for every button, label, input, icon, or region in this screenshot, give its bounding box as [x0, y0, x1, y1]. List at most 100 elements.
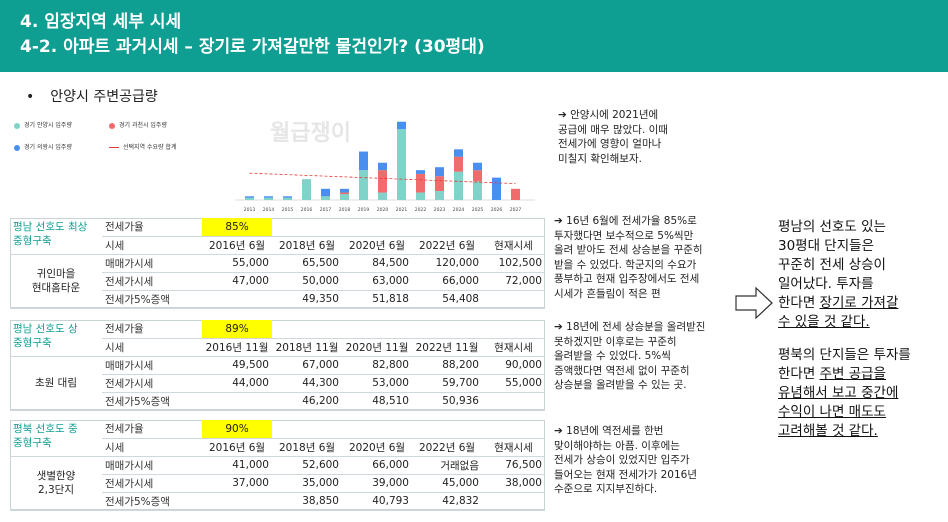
increase-value: 48,510 — [342, 392, 412, 411]
jeonse-price: 45,000 — [412, 474, 482, 493]
x-tick-label: 2015 — [282, 207, 294, 213]
x-tick-label: 2021 — [396, 207, 408, 213]
increase-value: 51,818 — [342, 290, 412, 309]
jeonse-price: 53,000 — [342, 374, 412, 393]
period-row: 시세 2016년 6월 2018년 6월 2020년 6월 2022년 6월 현재시세 — [10, 438, 545, 457]
chart-bar — [416, 173, 425, 193]
chart-bar — [511, 188, 520, 200]
increase-value — [202, 290, 272, 309]
jeonse-price: 47,000 — [202, 272, 272, 291]
note-4: ➔ 18년에 역전세를 한번 맞이해야하는 아픔. 이후에는 전세가 상승이 있었지… — [554, 425, 697, 495]
section-title: 4. 임장지역 세부 시세 — [20, 12, 182, 32]
increase-value: 38,850 — [272, 492, 342, 511]
chart-bar — [264, 197, 273, 200]
increase-row: 전세가5%증액 38,850 40,793 42,832 — [10, 492, 545, 511]
legend-gwacheon: 경기 과천시 입주량 — [109, 120, 167, 129]
chart-bar — [283, 196, 292, 198]
period-label: 시세 — [102, 438, 202, 457]
sale-price: 55,000 — [202, 254, 272, 273]
increase-value: 54,408 — [412, 290, 482, 309]
chart-bar — [359, 170, 368, 200]
jeonse-price: 63,000 — [342, 272, 412, 291]
apartment-name: 샛별한양 2,3단지 — [10, 456, 102, 511]
header-bar: 4. 임장지역 세부 시세 4-2. 아파트 과거시세 – 장기로 가져갈만한 … — [0, 0, 948, 72]
jeonse-price: 59,700 — [412, 374, 482, 393]
chart-bar — [340, 194, 349, 200]
sale-row: 초원 대림 매매가시세 49,500 67,000 82,800 88,200 90,000 — [10, 356, 545, 411]
increase-value: 50,936 — [412, 392, 482, 411]
increase-value — [202, 392, 272, 411]
jeonse-price: 50,000 — [272, 272, 342, 291]
jeonse-price: 66,000 — [412, 272, 482, 291]
x-tick-label: 2027 — [510, 207, 522, 213]
period-header: 2022년 11월 — [412, 338, 482, 357]
ratio-value: 90% — [202, 420, 272, 439]
note-2: ➔ 16년 6월에 전세가율 85%로 투자했다면 보수적으로 5%씩만 올려 받아… — [554, 215, 703, 300]
x-tick-label: 2013 — [244, 207, 256, 213]
period-header: 2016년 6월 — [202, 438, 272, 457]
legend-demand: 선택지역 수요량 합계 — [109, 142, 177, 151]
jeonse-row: 전세가시세 47,000 50,000 63,000 66,000 72,000 — [10, 272, 545, 291]
jeonse-row: 전세가시세 37,000 35,000 39,000 45,000 38,000 — [10, 474, 545, 493]
chart-bar — [416, 170, 425, 174]
category-label: 평북 선호도 중 중형구축 — [10, 420, 102, 457]
x-tick-label: 2026 — [491, 207, 503, 213]
chart-bar — [321, 188, 330, 197]
x-tick-label: 2019 — [358, 207, 370, 213]
sale-price: 102,500 — [482, 254, 545, 273]
chart-bar — [245, 196, 254, 198]
ratio-value: 85% — [202, 218, 272, 237]
chart-bar — [473, 181, 482, 200]
apartment-name: 귀인마을 현대홈타운 — [10, 254, 102, 309]
price-table-3: 평북 선호도 중 중형구축 전세가율 90% 시세 2016년 6월 2018년 6월 202… — [10, 420, 545, 511]
chart-bar — [492, 177, 501, 200]
increase-row: 전세가5%증액 49,350 51,818 54,408 — [10, 290, 545, 309]
x-tick-label: 2018 — [339, 207, 351, 213]
bullet-heading: • 안양시 주변공급량 — [26, 89, 158, 105]
chart-bar — [473, 170, 482, 182]
demand-line — [249, 172, 516, 184]
sale-price: 65,500 — [272, 254, 342, 273]
sale-price: 66,000 — [342, 456, 412, 475]
x-tick-label: 2023 — [434, 207, 446, 213]
bullet-text: 안양시 주변공급량 — [50, 89, 158, 105]
jeonse-price: 38,000 — [482, 474, 545, 493]
sale-price: 90,000 — [482, 356, 545, 375]
ratio-row: 평남 선호도 최상 중형구축 전세가율 85% — [10, 218, 545, 255]
increase-value: 42,832 — [412, 492, 482, 511]
jeonse-row: 전세가시세 44,000 44,300 53,000 59,700 55,000 — [10, 374, 545, 393]
jeonse-price: 35,000 — [272, 474, 342, 493]
price-table-1: 평남 선호도 최상 중형구축 전세가율 85% 시세 2016년 6월 2018년 6월 20… — [10, 218, 545, 309]
sale-price: 52,600 — [272, 456, 342, 475]
chart-bar — [435, 176, 444, 192]
period-header: 현재시세 — [482, 438, 545, 457]
increase-value: 49,350 — [272, 290, 342, 309]
period-header: 2016년 11월 — [202, 338, 272, 357]
chart-bar — [302, 179, 311, 200]
summary-text: 평남의 선호도 있는 30평대 단지들은 꾸준히 전세 상승이 일어났다. 투자… — [778, 218, 938, 455]
increase-row: 전세가5%증액 46,200 48,510 50,936 — [10, 392, 545, 411]
chart-bar — [397, 121, 406, 130]
sale-label: 매매가시세 — [102, 456, 202, 475]
increase-value: 40,793 — [342, 492, 412, 511]
sale-row: 귀인마을 현대홈타운 매매가시세 55,000 65,500 84,500 120,000 1… — [10, 254, 545, 309]
period-header: 2016년 6월 — [202, 236, 272, 255]
period-header: 2022년 6월 — [412, 236, 482, 255]
x-tick-label: 2016 — [301, 207, 313, 213]
right-arrow-icon — [735, 286, 773, 320]
period-row: 시세 2016년 6월 2018년 6월 2020년 6월 2022년 6월 현재시세 — [10, 236, 545, 255]
ratio-label: 전세가율 — [102, 420, 202, 439]
sale-price: 76,500 — [482, 456, 545, 475]
chart-bar — [454, 156, 463, 172]
jeonse-label: 전세가시세 — [102, 474, 202, 493]
period-header: 현재시세 — [482, 236, 545, 255]
ratio-row: 평북 선호도 중 중형구축 전세가율 90% — [10, 420, 545, 457]
sale-price: 거래없음 — [412, 456, 482, 475]
period-label: 시세 — [102, 338, 202, 357]
x-tick-label: 2024 — [453, 207, 465, 213]
sale-price: 41,000 — [202, 456, 272, 475]
period-header: 2020년 11월 — [342, 338, 412, 357]
jeonse-price: 72,000 — [482, 272, 545, 291]
price-table-2: 평남 선호도 상 중형구축 전세가율 89% 시세 2016년 11월 2018년 11월 2… — [10, 320, 545, 411]
x-tick-label: 2022 — [415, 207, 427, 213]
